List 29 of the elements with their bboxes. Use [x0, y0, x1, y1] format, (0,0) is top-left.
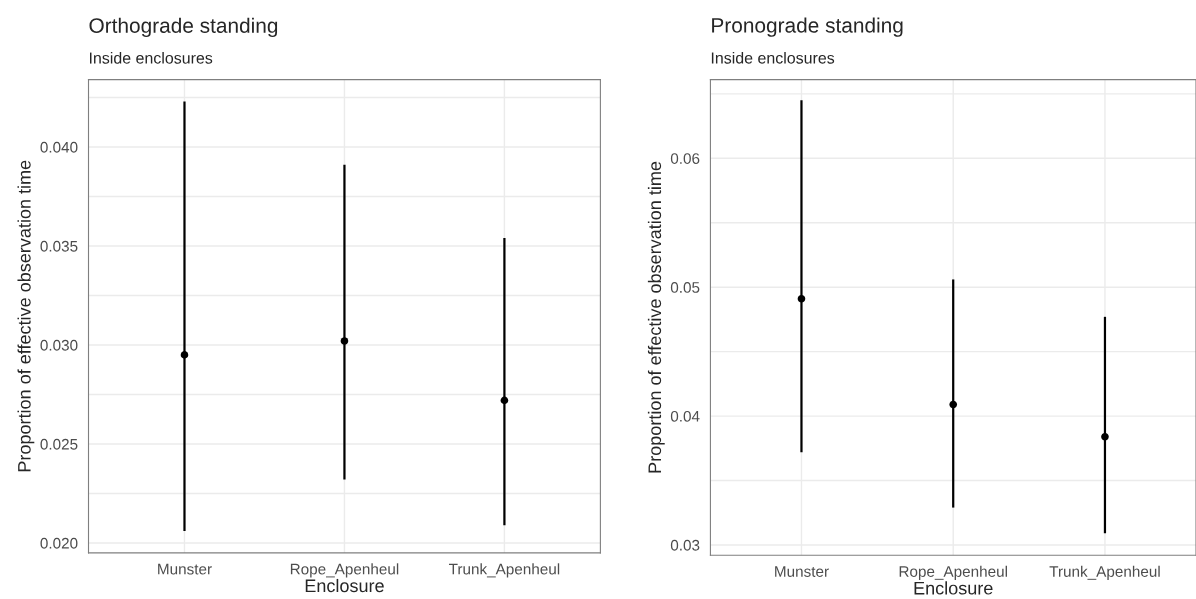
- chart-title: Pronograde standing: [712, 17, 903, 37]
- chart-title: Orthograde standing: [89, 17, 278, 38]
- point: [797, 294, 806, 303]
- y-tick-label: 0.04: [670, 410, 700, 422]
- y-tick-label: 0.020: [40, 537, 78, 549]
- point: [180, 351, 189, 359]
- x-tick-label: Rope_Apenheul: [899, 565, 1007, 580]
- y-tick-label: 0.035: [40, 240, 78, 252]
- x-axis-title: Enclosure: [914, 581, 993, 595]
- y-axis-title: Proportion of effective observation time: [17, 160, 35, 472]
- x-tick-label: Rope_Apenheul: [290, 563, 399, 578]
- chart-subtitle: Inside enclosures: [711, 51, 835, 64]
- y-axis-title: Proportion of effective observation time: [647, 161, 665, 473]
- point: [949, 400, 958, 409]
- y-tick-label: 0.05: [670, 282, 700, 293]
- y-tick-label: 0.040: [40, 141, 78, 153]
- x-tick-label: Munster: [158, 563, 212, 575]
- point: [1101, 432, 1109, 441]
- x-tick-label: Munster: [775, 566, 829, 577]
- y-tick-label: 0.06: [670, 153, 700, 164]
- y-tick-label: 0.03: [670, 539, 700, 551]
- y-tick-label: 0.030: [40, 339, 78, 351]
- x-tick-label: Trunk_Apenheul: [448, 563, 560, 578]
- point: [500, 396, 509, 405]
- y-tick-label: 0.025: [40, 438, 78, 450]
- point: [340, 337, 349, 345]
- x-axis-title: Enclosure: [305, 578, 384, 593]
- x-tick-label: Trunk_Apenheul: [1049, 565, 1160, 580]
- chart-subtitle: Inside enclosures: [89, 52, 213, 64]
